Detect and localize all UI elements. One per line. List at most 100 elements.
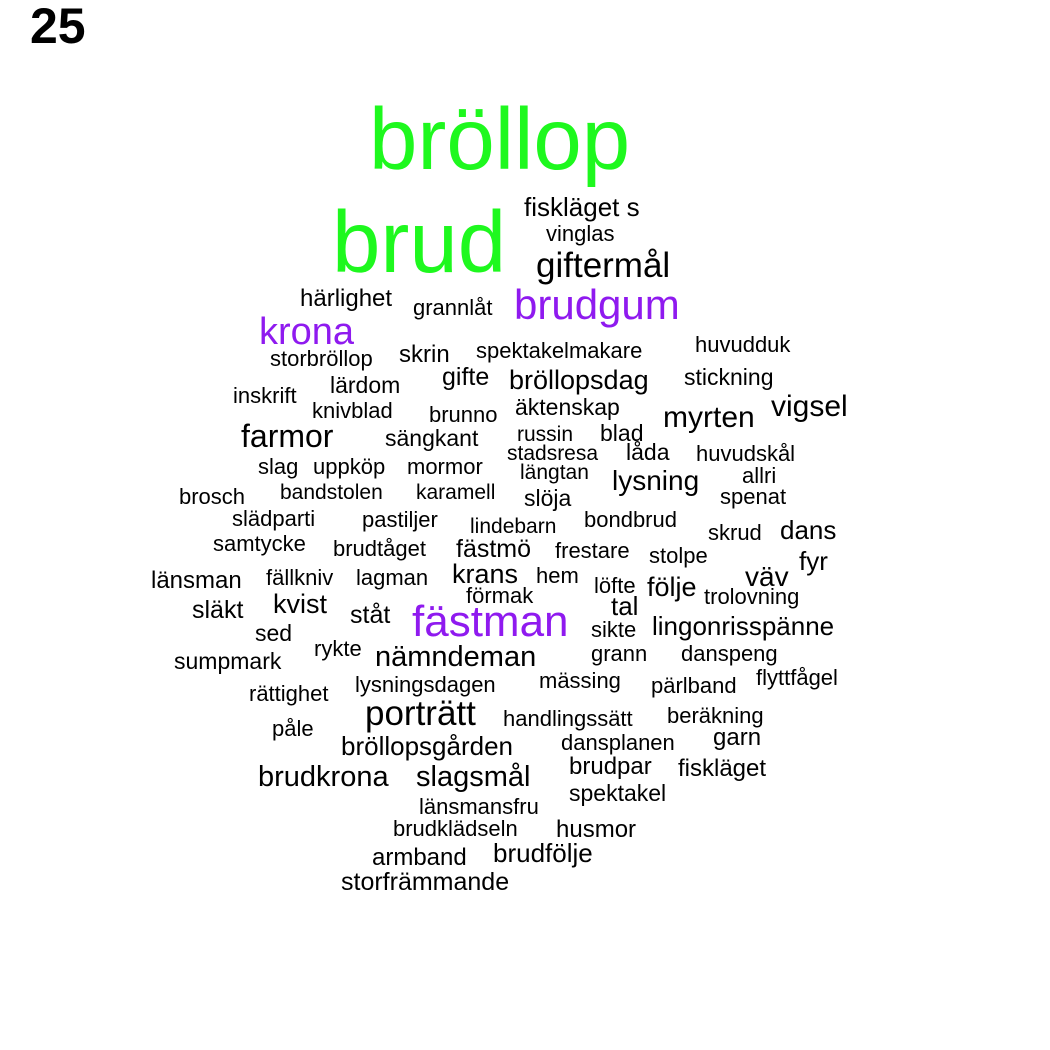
- word: tal: [611, 591, 639, 621]
- word: myrten: [663, 401, 755, 434]
- word: inskrift: [233, 383, 297, 408]
- word: väv: [745, 561, 789, 592]
- word: frestare: [555, 538, 630, 563]
- word: rykte: [314, 636, 362, 661]
- word: bröllop: [369, 91, 631, 188]
- word: blad: [600, 420, 644, 446]
- word: danspeng: [681, 641, 778, 666]
- word: spenat: [720, 484, 787, 509]
- word: uppköp: [313, 454, 386, 479]
- word: sängkant: [385, 425, 479, 451]
- word: länsmansfru: [419, 794, 539, 819]
- word: mormor: [407, 454, 483, 479]
- word: brudkrona: [258, 761, 389, 793]
- word: storbröllop: [270, 346, 373, 371]
- word: dans: [780, 515, 837, 545]
- word: längtan: [520, 461, 589, 484]
- word: brudklädseln: [393, 816, 518, 841]
- word: sumpmark: [174, 648, 282, 674]
- word: porträtt: [365, 694, 476, 733]
- word: förmak: [466, 583, 534, 608]
- word: lagman: [356, 565, 429, 590]
- word: lingonrisspänne: [652, 611, 835, 641]
- word: slagsmål: [416, 761, 531, 793]
- word: bröllopsdag: [509, 365, 649, 395]
- word: farmor: [241, 418, 334, 454]
- word: fästmö: [456, 535, 532, 563]
- word: stadsresa: [507, 442, 599, 465]
- word: rättighet: [249, 681, 329, 706]
- word: stolpe: [649, 543, 708, 568]
- word: fästman: [412, 597, 569, 646]
- word: knivblad: [312, 398, 393, 423]
- word: nämndeman: [375, 641, 537, 673]
- figure-number: 25: [30, 0, 86, 54]
- word: pärlband: [651, 673, 737, 698]
- word: brudgum: [514, 281, 680, 328]
- word: vinglas: [546, 221, 615, 246]
- word: russin: [517, 423, 574, 446]
- word: brunno: [429, 402, 498, 427]
- word: brud: [332, 194, 507, 291]
- word: allri: [742, 463, 777, 488]
- word: sed: [255, 620, 293, 646]
- word: kvist: [273, 589, 327, 619]
- word: huvudduk: [695, 332, 791, 357]
- word: följe: [647, 572, 697, 602]
- word: fyr: [799, 546, 828, 576]
- word: mässing: [539, 668, 621, 693]
- word: krans: [452, 559, 519, 589]
- word: spektakelmakare: [476, 338, 643, 363]
- word: fällkniv: [266, 565, 334, 590]
- word: stickning: [684, 364, 774, 390]
- word: skrin: [399, 341, 450, 368]
- word: fiskläget s: [524, 192, 640, 222]
- word: pastiljer: [362, 507, 438, 532]
- word: bröllopsgården: [341, 731, 514, 761]
- word: slöja: [524, 485, 572, 511]
- word: handlingssätt: [503, 706, 633, 731]
- word: härlighet: [300, 285, 393, 312]
- word: lärdom: [330, 372, 401, 398]
- word: karamell: [416, 481, 496, 504]
- word: garn: [713, 724, 762, 751]
- word: spektakel: [569, 780, 667, 806]
- word: huvudskål: [696, 441, 796, 466]
- word: låda: [626, 439, 670, 465]
- word: brosch: [179, 484, 246, 509]
- word: armband: [372, 844, 467, 871]
- word: skrud: [708, 520, 762, 545]
- word: lindebarn: [470, 515, 557, 538]
- word: vigsel: [771, 390, 848, 423]
- word: grann: [591, 641, 648, 666]
- word: bondbrud: [584, 507, 677, 532]
- word: bandstolen: [280, 481, 383, 504]
- word: flyttfågel: [756, 665, 838, 690]
- word: lysning: [612, 465, 700, 496]
- word: giftermål: [536, 246, 671, 285]
- word: grannlåt: [413, 295, 493, 320]
- word: gifte: [442, 363, 490, 391]
- word: husmor: [556, 816, 637, 843]
- word: krona: [259, 311, 355, 353]
- word: äktenskap: [515, 394, 620, 420]
- word: slag: [258, 454, 299, 479]
- word: beräkning: [667, 703, 764, 728]
- word: trolovning: [704, 584, 800, 609]
- word: släkt: [192, 596, 244, 624]
- word: brudtåget: [333, 536, 426, 561]
- word: fiskläget: [678, 755, 767, 782]
- word: storfrämmande: [341, 868, 510, 896]
- word: sikte: [591, 617, 637, 642]
- word: brudpar: [569, 753, 652, 780]
- word: lysningsdagen: [355, 672, 496, 697]
- word: påle: [272, 716, 314, 741]
- word: samtycke: [213, 531, 306, 556]
- word: brudfölje: [493, 838, 593, 868]
- word: löfte: [594, 573, 636, 598]
- word: dansplanen: [561, 730, 675, 755]
- word: hem: [536, 563, 579, 588]
- word: länsman: [151, 567, 242, 594]
- word: ståt: [350, 601, 391, 629]
